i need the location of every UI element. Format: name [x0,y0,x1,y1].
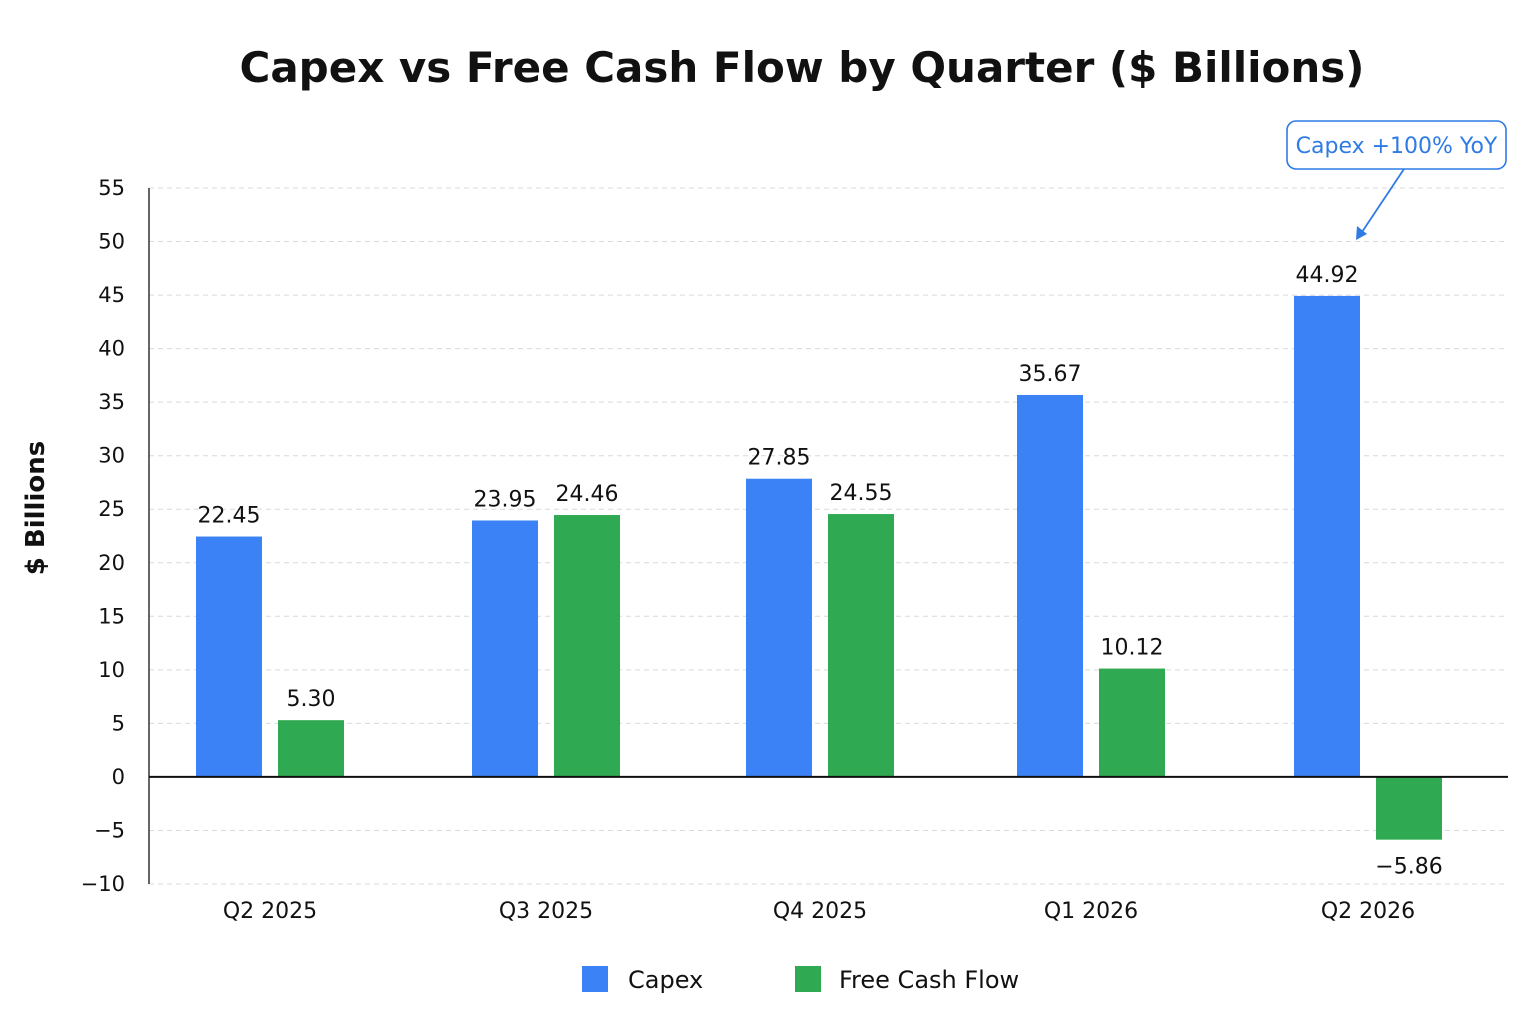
value-labels: 22.45 5.30 23.95 24.46 27.85 24.55 35.67 10.12 4… [198,263,1443,880]
y-tick-label: 30 [98,444,125,468]
y-tick-label: 45 [98,283,125,307]
bar-fcf [1099,668,1165,777]
bar-capex [1017,394,1083,777]
x-axis-ticks: Q2 2025 Q3 2025 Q4 2025 Q1 2026 Q2 2026 [223,899,1415,924]
y-tick-label: 5 [112,711,125,735]
x-tick-label: Q4 2025 [773,899,867,924]
y-tick-label: 15 [98,604,125,628]
bar-fcf [554,515,620,777]
chart-title: Capex vs Free Cash Flow by Quarter ($ Bi… [240,43,1365,92]
data-label: 10.12 [1101,636,1164,661]
y-tick-label: 55 [98,176,125,200]
y-axis-label: $ Billions [21,441,51,575]
data-label: 23.95 [474,487,537,512]
callout-text: Capex +100% YoY [1296,134,1498,159]
bar-fcf [828,514,894,777]
y-tick-label: 35 [98,390,125,414]
data-label: 24.55 [830,481,893,506]
x-tick-label: Q3 2025 [499,899,593,924]
legend-swatch [795,966,821,992]
data-label: 27.85 [748,446,811,471]
bar-capex [472,520,538,777]
y-tick-label: 25 [98,497,125,521]
legend-label: Capex [628,966,703,994]
x-tick-label: Q2 2025 [223,899,317,924]
y-tick-label: 0 [112,765,125,789]
x-tick-label: Q2 2026 [1321,899,1415,924]
data-label: 24.46 [556,482,619,507]
legend-swatch [582,966,608,992]
y-tick-label: −10 [81,872,125,896]
x-tick-label: Q1 2026 [1044,899,1138,924]
bars [196,295,1442,840]
axes [148,188,1508,884]
y-tick-label: −5 [94,818,125,842]
y-tick-label: 50 [98,230,125,254]
data-label: 44.92 [1296,263,1359,288]
data-label: 22.45 [198,504,261,529]
data-label: 35.67 [1019,362,1082,387]
data-label: 5.30 [287,687,336,712]
bar-fcf [1376,776,1442,840]
legend-label: Free Cash Flow [839,966,1019,994]
bar-capex [746,478,812,777]
y-tick-label: 40 [98,337,125,361]
callout-arrowhead [1356,226,1367,240]
bar-fcf [278,720,344,777]
bar-capex [196,536,262,777]
bar-capex [1294,295,1360,777]
callout-arrow-line [1359,168,1405,236]
annotation: Capex +100% YoY [1286,120,1507,240]
legend: Capex Free Cash Flow [582,966,1019,994]
data-label: −5.86 [1375,855,1442,880]
y-tick-label: 10 [98,658,125,682]
y-tick-label: 20 [98,551,125,575]
callout-box [1286,120,1507,170]
